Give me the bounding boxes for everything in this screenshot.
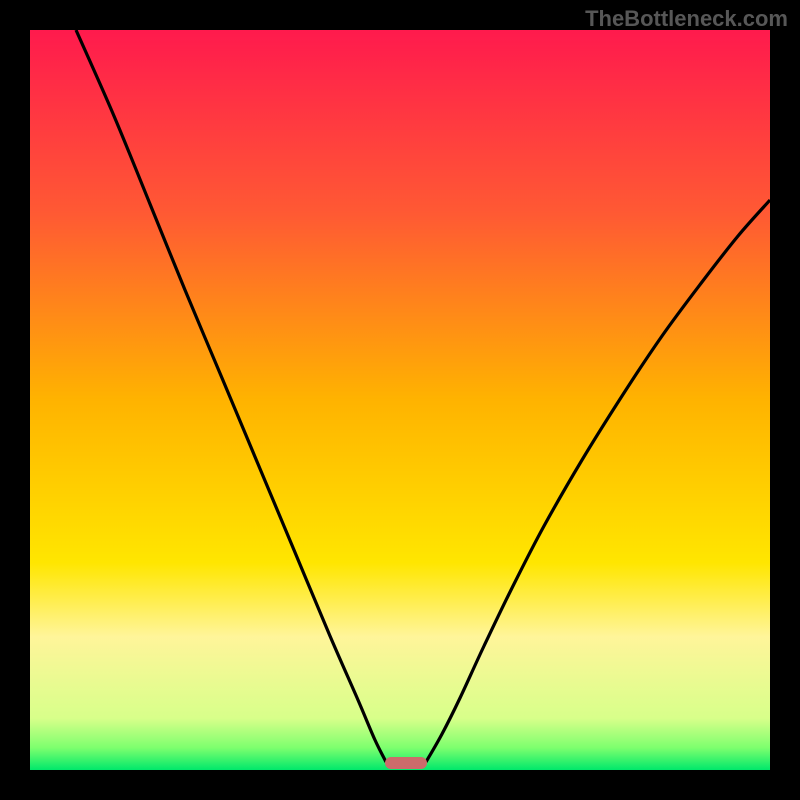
curve-right-branch <box>426 200 770 762</box>
chart-svg <box>30 30 770 770</box>
bottleneck-chart <box>30 30 770 770</box>
watermark-text: TheBottleneck.com <box>585 6 788 32</box>
curve-left-branch <box>76 30 386 762</box>
valley-marker <box>385 757 427 769</box>
